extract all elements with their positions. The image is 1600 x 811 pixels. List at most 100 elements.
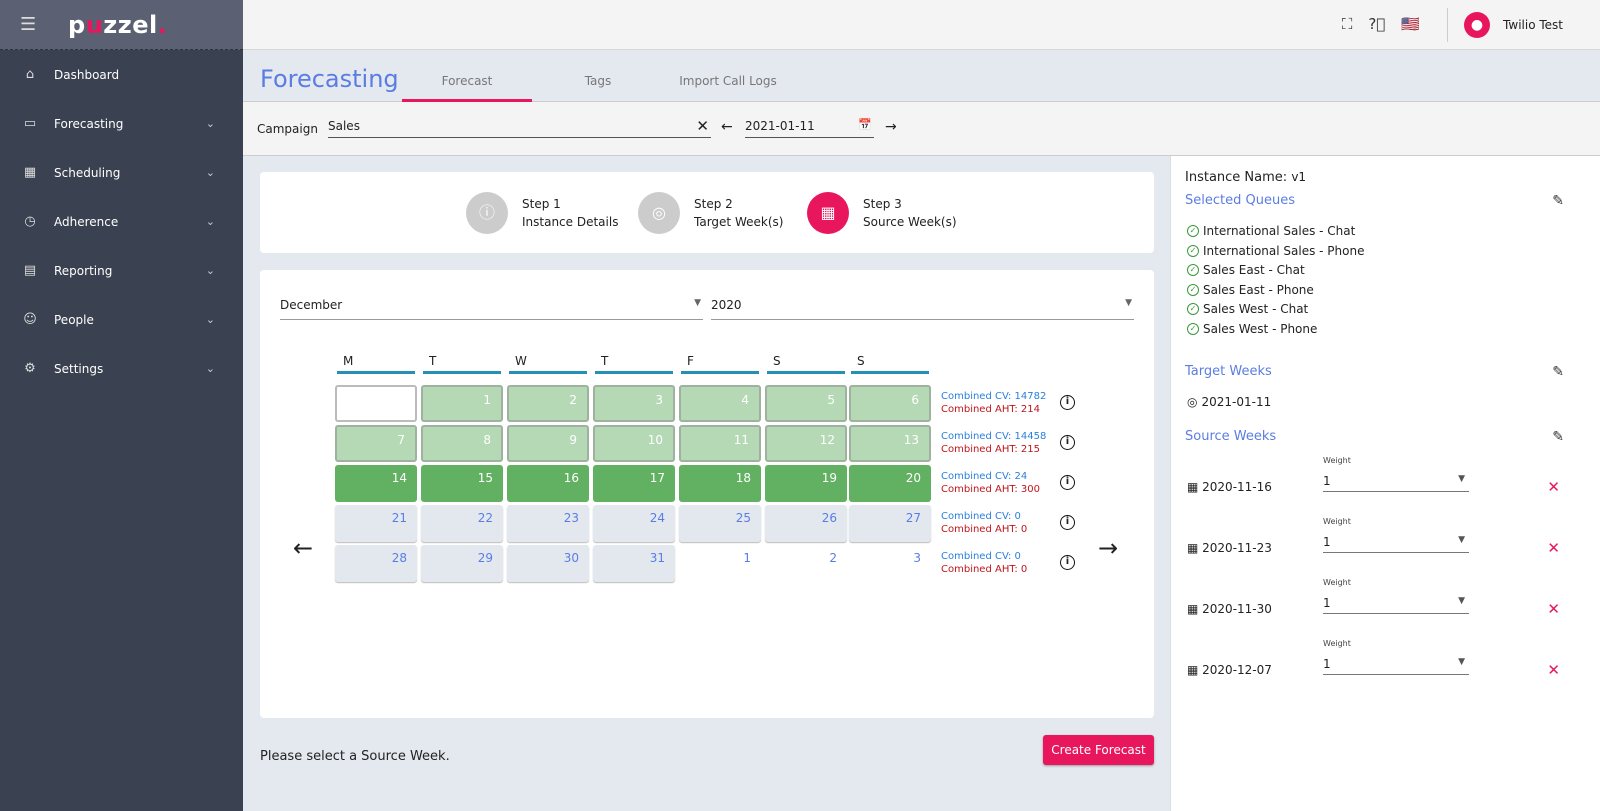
avatar[interactable]: ● [1464,12,1490,38]
help-icon[interactable]: ?⃝ [1368,15,1386,33]
calendar-day[interactable]: 20 [849,465,931,502]
year-select[interactable]: 2020 ▼ [711,298,1134,320]
sidebar-item-settings[interactable]: ⚙ Settings ⌄ [0,344,243,393]
calendar-day[interactable]: 26 [765,505,847,542]
us-flag-icon[interactable]: 🇺🇸 [1401,15,1420,33]
weight-select[interactable]: 1 ▼ [1323,592,1469,614]
calendar-day[interactable]: 5 [765,385,847,422]
calendar-day[interactable]: 1 [743,551,751,565]
week-stats: Combined CV: 14458 Combined AHT: 215 [941,430,1046,456]
hamburger-menu-icon[interactable]: ☰ [20,14,37,35]
info-icon[interactable]: i [1060,395,1075,410]
remove-source-week-icon[interactable]: ✕ [1547,661,1560,679]
calendar-day[interactable]: 16 [507,465,589,502]
campaign-value: Sales [328,119,360,133]
calendar-day[interactable]: 8 [421,425,503,462]
calendar-day[interactable]: 14 [335,465,417,502]
weight-select[interactable]: 1 ▼ [1323,531,1469,553]
calendar-day[interactable]: 11 [679,425,761,462]
info-icon[interactable]: i [1060,435,1075,450]
campaign-input[interactable]: Sales ✕ [328,116,711,138]
calendar-day[interactable]: 3 [593,385,675,422]
prev-month-arrow-icon[interactable]: ← [293,534,314,562]
calendar-day[interactable]: 3 [913,551,921,565]
month-select[interactable]: December ▼ [280,298,703,320]
weekday-header: M [337,354,415,374]
calendar-day[interactable]: 13 [849,425,931,462]
weight-value: 1 [1323,596,1331,610]
calendar-day[interactable]: 30 [507,545,589,582]
instance-name: Instance Name: v1 [1185,170,1306,185]
calendar-day[interactable]: 29 [421,545,503,582]
dropdown-icon: ▼ [694,298,701,308]
calendar-day[interactable]: 23 [507,505,589,542]
calendar-day[interactable]: 2 [507,385,589,422]
calendar-day[interactable]: 1 [421,385,503,422]
user-name[interactable]: Twilio Test [1503,18,1563,32]
remove-source-week-icon[interactable]: ✕ [1547,478,1560,496]
calendar-day[interactable]: 19 [765,465,847,502]
calendar-icon: ▦ [807,192,849,234]
queue-name: Sales West - Phone [1203,322,1318,336]
source-week-date: 2020-11-16 [1202,480,1272,494]
weight-select[interactable]: 1 ▼ [1323,653,1469,675]
calendar-day[interactable]: 12 [765,425,847,462]
calendar-day[interactable]: 10 [593,425,675,462]
calendar-day[interactable]: 21 [335,505,417,542]
info-icon[interactable]: i [1060,475,1075,490]
remove-source-week-icon[interactable]: ✕ [1547,600,1560,618]
selected-queues-title: Selected Queues [1185,193,1295,208]
sidebar-item-scheduling[interactable]: ▦ Scheduling ⌄ [0,148,243,197]
edit-target-weeks-icon[interactable]: ✎ [1552,364,1564,380]
info-icon[interactable]: i [1060,555,1075,570]
instance-value: v1 [1291,170,1307,184]
target-week: ◎ 2021-01-11 [1187,395,1271,409]
dropdown-icon: ▼ [1125,298,1132,308]
date-input[interactable]: 2021-01-11 📅 [745,116,874,138]
fullscreen-icon[interactable]: ⛶ [1341,15,1353,33]
calendar-day[interactable] [335,385,417,422]
step-2[interactable]: ◎ Step 2 Target Week(s) [638,192,783,234]
tab-import-call-logs[interactable]: Import Call Logs [679,74,777,88]
calendar-day[interactable]: 7 [335,425,417,462]
step-1[interactable]: ⓘ Step 1 Instance Details [466,192,618,234]
check-circle-icon: ✓ [1187,323,1199,335]
calendar-day[interactable]: 18 [679,465,761,502]
calendar-day[interactable]: 27 [849,505,931,542]
edit-queues-icon[interactable]: ✎ [1552,193,1564,209]
remove-source-week-icon[interactable]: ✕ [1547,539,1560,557]
tab-forecast[interactable]: Forecast [402,74,532,102]
calendar-day[interactable]: 15 [421,465,503,502]
prev-date-arrow-icon[interactable]: ← [721,119,733,135]
sidebar-item-label: Settings [54,361,104,376]
sidebar-item-forecasting[interactable]: ▭ Forecasting ⌄ [0,99,243,148]
calendar-day[interactable]: 2 [829,551,837,565]
tab-tags[interactable]: Tags [584,74,612,88]
calendar-day[interactable]: 28 [335,545,417,582]
calendar-icon[interactable]: 📅 [858,118,872,131]
next-date-arrow-icon[interactable]: → [885,119,897,135]
calendar-day[interactable]: 25 [679,505,761,542]
calendar-day[interactable]: 31 [593,545,675,582]
queue-item: ✓ International Sales - Phone [1187,244,1364,258]
next-month-arrow-icon[interactable]: → [1098,534,1119,562]
calendar-day[interactable]: 24 [593,505,675,542]
sidebar-item-adherence[interactable]: ◷ Adherence ⌄ [0,197,243,246]
sidebar-item-reporting[interactable]: ▤ Reporting ⌄ [0,246,243,295]
clear-icon[interactable]: ✕ [696,117,709,135]
calendar-day[interactable]: 22 [421,505,503,542]
calendar-day[interactable]: 4 [679,385,761,422]
sidebar-item-people[interactable]: ☺ People ⌄ [0,295,243,344]
calendar-day[interactable]: 17 [593,465,675,502]
create-forecast-button[interactable]: Create Forecast [1043,735,1154,765]
week-stats: Combined CV: 14782 Combined AHT: 214 [941,390,1046,416]
combined-aht: Combined AHT: 300 [941,484,1040,495]
calendar-day[interactable]: 6 [849,385,931,422]
sidebar-item-label: Forecasting [54,116,124,131]
sidebar-item-dashboard[interactable]: ⌂ Dashboard [0,50,243,99]
weight-select[interactable]: 1 ▼ [1323,470,1469,492]
edit-source-weeks-icon[interactable]: ✎ [1552,429,1564,445]
info-icon[interactable]: i [1060,515,1075,530]
step-3[interactable]: ▦ Step 3 Source Week(s) [807,192,957,234]
calendar-day[interactable]: 9 [507,425,589,462]
